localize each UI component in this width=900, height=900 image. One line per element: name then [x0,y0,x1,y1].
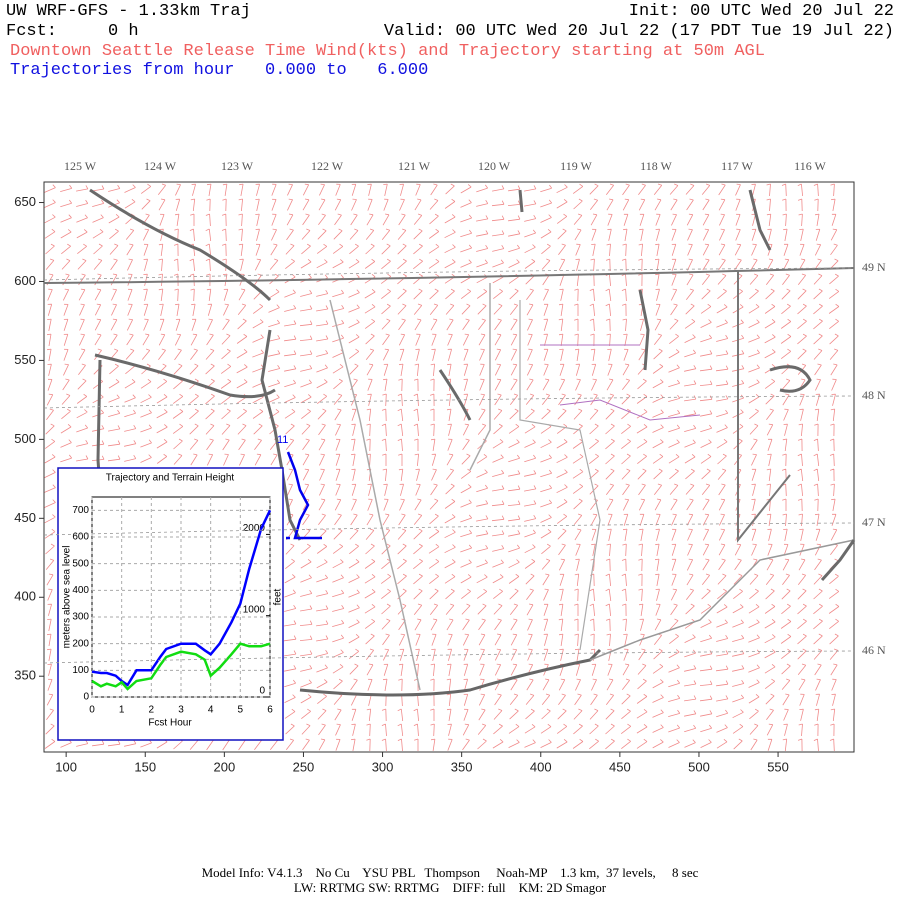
inset-frame [57,467,284,741]
y2-tick-label: 0 [259,686,265,697]
x-tick-label: 200 [214,759,236,774]
latitude-label: 49 N [862,260,886,274]
wind-barbs [44,183,840,752]
x-tick-label: 3 [178,705,184,716]
latitude-line [43,522,855,536]
x-tick-label: 6 [267,705,273,716]
y-tick-label: 500 [14,431,36,446]
valid-time: Valid: 00 UTC Wed 20 Jul 22 (17 PDT Tue … [383,22,894,41]
lake [748,189,772,251]
y-tick-label: 500 [72,558,89,569]
y-tick-label: 300 [72,612,89,623]
y-tick-label: 100 [72,665,89,676]
y-tick-label: 700 [72,505,89,516]
longitude-label: 118 W [640,159,672,173]
init-time: Init: 00 UTC Wed 20 Jul 22 [628,2,894,21]
latitude-line [43,395,855,409]
x-tick-label: 150 [134,759,156,774]
x-tick-label: 0 [89,705,95,716]
county-line [540,344,701,421]
wind-field [44,183,840,752]
y-tick-label: 600 [72,532,89,543]
latitude-label: 48 N [862,388,886,402]
coastline [89,188,272,302]
latitude-label: 46 N [862,643,886,657]
longitude-label: 124 W [144,159,177,173]
county-line [519,300,601,651]
latitude-line [43,650,855,664]
lake [438,369,472,421]
model-physics: LW: RRTMG SW: RRTMG DIFF: full KM: 2D Sm… [293,880,607,895]
x-tick-label: 300 [372,759,394,774]
latitude-line [43,267,855,281]
coastline [94,353,276,399]
series-line [91,642,271,691]
longitude-label: 123 W [221,159,254,173]
title: UW WRF-GFS - 1.33km Traj [6,2,251,21]
y-axis-label: meters above sea level [62,546,73,649]
release-label: 11 [277,434,288,446]
longitude-label: 121 W [398,159,431,173]
trajectory [286,451,322,540]
y-tick-label: 600 [14,273,36,288]
x-tick-label: 1 [119,705,125,716]
x-tick-label: 2 [149,705,155,716]
longitude-label: 117 W [721,159,753,173]
y-tick-label: 550 [14,352,36,367]
inset-chart: Trajectory and Terrain Height Fcst Hour … [57,467,284,741]
x-tick-label: 550 [767,759,789,774]
y-tick-label: 350 [14,668,36,683]
x-tick-label: 4 [208,705,214,716]
border [469,283,491,471]
x-tick-label: 500 [688,759,710,774]
lake [769,365,812,393]
crest [329,299,421,691]
x-tick-label: 350 [451,759,473,774]
river [299,648,602,697]
lake [638,289,650,371]
y-tick-label: 400 [14,589,36,604]
x-tick-label: 450 [609,759,631,774]
forecast-hour: Fcst: 0 h [6,22,139,41]
y-tick-label: 650 [14,194,36,209]
x-tick-label: 5 [238,705,244,716]
y2-axis-label: feet [273,588,284,605]
puget-sound [260,329,302,541]
trajectory-range: Trajectories from hour 0.000 to 6.000 [10,61,429,80]
latitude-label: 47 N [862,515,886,529]
longitude-label: 119 W [560,159,592,173]
longitude-label: 122 W [311,159,344,173]
x-axis-label: Fcst Hour [148,718,192,729]
coastline [820,539,856,582]
y2-tick-label: 1000 [243,604,266,615]
series-line [91,509,272,687]
longitude-label: 125 W [64,159,97,173]
y-tick-label: 450 [14,510,36,525]
x-tick-label: 400 [530,759,552,774]
longitude-label: 120 W [478,159,511,173]
border [737,270,791,543]
border [43,267,855,284]
lake [518,189,524,213]
x-tick-label: 250 [293,759,315,774]
y-tick-label: 0 [83,692,89,703]
inset-title: Trajectory and Terrain Height [106,473,235,484]
x-tick-label: 100 [55,759,77,774]
y2-tick-label: 2000 [243,523,266,534]
y-tick-label: 200 [72,638,89,649]
y-tick-label: 400 [72,585,89,596]
subtitle: Downtown Seattle Release Time Wind(kts) … [10,42,765,61]
longitude-label: 116 W [794,159,826,173]
model-info: Model Info: V4.1.3 No Cu YSU PBL Thompso… [201,865,699,880]
border [589,539,855,661]
